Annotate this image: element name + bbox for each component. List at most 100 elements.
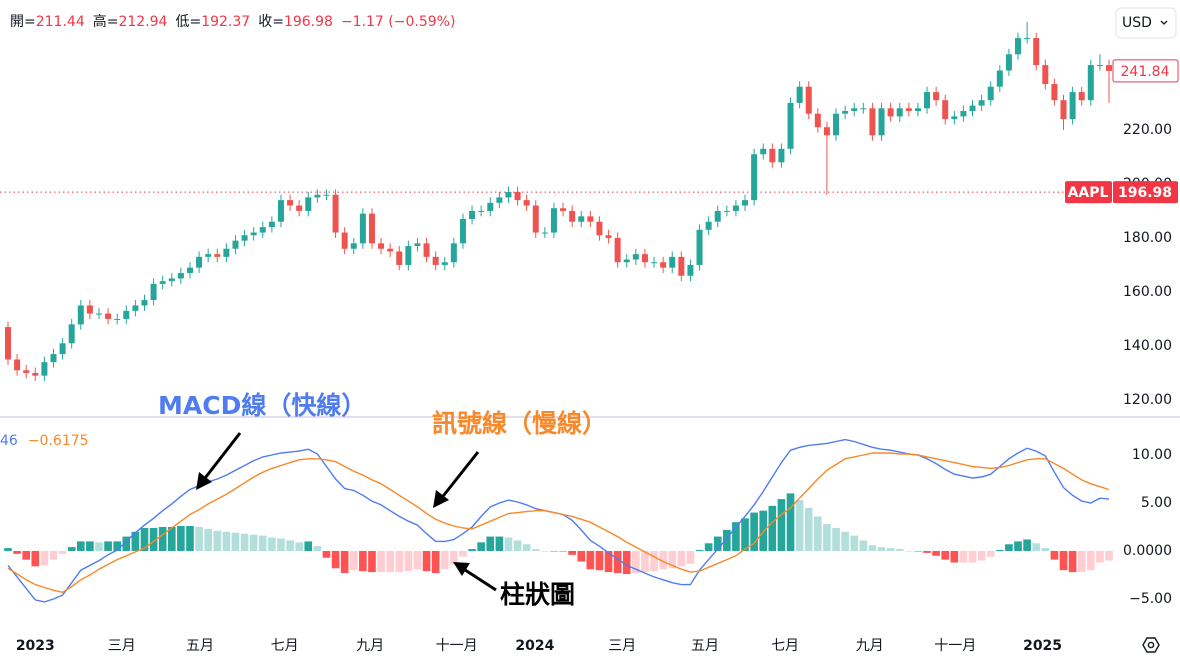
histogram-bar <box>595 550 604 571</box>
candle-body <box>614 237 621 263</box>
candle-body <box>833 113 840 136</box>
candle-body <box>987 86 994 101</box>
histogram-bar <box>486 536 495 551</box>
candle-body <box>842 111 849 114</box>
histogram-bar <box>331 550 340 569</box>
candle-body <box>1015 38 1022 55</box>
histogram-bar <box>468 549 476 551</box>
histogram-bar <box>58 550 67 554</box>
candle-body <box>578 216 585 222</box>
histogram-bar <box>477 542 485 551</box>
candle-body <box>132 305 139 311</box>
candle-body <box>150 283 157 301</box>
candle-body <box>432 256 439 265</box>
histogram-bar <box>140 527 149 551</box>
candle-body <box>660 262 667 268</box>
x-tick-label: 五月 <box>691 638 719 654</box>
candle-body <box>123 310 130 319</box>
settings-icon[interactable] <box>1142 637 1160 653</box>
value: 196.98 <box>284 14 333 30</box>
symbol-label: AAPL <box>1068 185 1109 201</box>
histogram-bar <box>1005 544 1013 551</box>
candle-body <box>414 243 421 247</box>
candle-body <box>569 210 576 222</box>
y-tick-label: 140.00 <box>1123 338 1172 354</box>
histogram-bar <box>67 547 76 551</box>
candle-body <box>1024 38 1031 40</box>
histogram-bar <box>231 532 240 551</box>
histogram-bar <box>632 550 640 574</box>
histogram-bar <box>1105 550 1113 561</box>
candle-body <box>114 318 121 320</box>
candle-body <box>860 108 867 110</box>
y-tick-label: 160.00 <box>1123 284 1172 300</box>
candle-body <box>277 200 284 222</box>
histogram-bar <box>359 550 367 572</box>
histogram-bar <box>904 550 913 552</box>
x-tick-label: 三月 <box>108 638 136 654</box>
candle-body <box>268 221 275 228</box>
candle-body <box>105 313 112 319</box>
candle-body <box>1033 38 1040 66</box>
histogram-bar <box>22 550 31 560</box>
candle-body <box>596 221 603 236</box>
candle-body <box>5 327 11 360</box>
currency-button[interactable]: USD <box>1115 7 1177 39</box>
candle-body <box>1060 100 1067 120</box>
histogram-bar <box>4 548 12 551</box>
candle-body <box>159 281 166 284</box>
histogram-bar <box>750 512 758 551</box>
x-tick-label: 2025 <box>1023 638 1062 654</box>
candle-body <box>168 278 175 282</box>
histogram-bar <box>1014 541 1022 551</box>
candle-body <box>423 243 430 257</box>
y-tick-label: 120.00 <box>1123 392 1172 408</box>
chevron[interactable] <box>1160 20 1168 25</box>
histogram-bar <box>968 550 977 563</box>
macd-value: 46 <box>0 433 18 449</box>
candle-body <box>469 210 476 220</box>
candle-body <box>751 154 758 201</box>
value: 192.37 <box>201 14 250 30</box>
plot-area: 120.00140.00160.00180.00200.00220.002023… <box>0 21 1179 654</box>
histogram-bar <box>695 550 704 551</box>
candle-body <box>59 343 66 355</box>
arrow-head <box>453 562 470 576</box>
candle-body <box>960 111 967 117</box>
candle-body <box>68 324 75 344</box>
candle-body <box>487 202 494 211</box>
candle-body <box>632 254 639 260</box>
hexagon[interactable] <box>1142 637 1160 653</box>
arrow-head <box>433 490 449 508</box>
histogram-bar <box>395 550 404 573</box>
histogram-bar <box>404 550 413 572</box>
histogram-bar <box>295 542 303 551</box>
histogram-bar <box>795 500 804 551</box>
x-tick-label: 九月 <box>356 638 384 654</box>
label: 低= <box>175 14 201 30</box>
histogram-bar <box>1077 550 1086 573</box>
currency[interactable]: USD <box>1122 15 1152 31</box>
y-tick-label: 0.0000 <box>1123 543 1172 559</box>
histogram-bar <box>950 550 959 563</box>
histogram-bar <box>914 550 922 552</box>
candle-body <box>678 256 685 276</box>
histogram-bar <box>814 516 822 551</box>
histogram-bar <box>786 493 795 551</box>
candle-body <box>896 108 903 117</box>
candle-body <box>77 305 84 325</box>
histogram-bar <box>431 550 440 574</box>
candle-body <box>532 205 539 233</box>
button-frame[interactable] <box>1115 7 1177 39</box>
candle-body <box>359 213 366 244</box>
macd-legend: 46 −0.6175 <box>0 433 89 449</box>
candle-body <box>50 354 57 363</box>
signal-value: −0.6175 <box>28 433 89 449</box>
arrow <box>200 432 242 483</box>
candle-body <box>796 86 803 103</box>
histogram-bar <box>859 540 868 551</box>
histogram-bar <box>1023 539 1031 551</box>
dot[interactable] <box>1147 641 1155 649</box>
histogram-bar <box>741 518 749 551</box>
